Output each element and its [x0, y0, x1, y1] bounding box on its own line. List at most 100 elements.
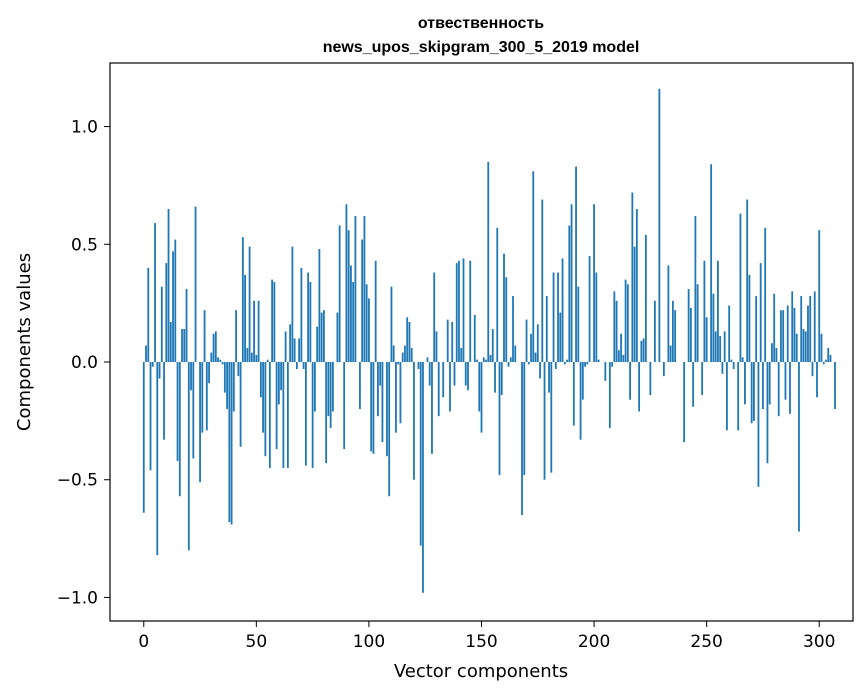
bar: [755, 296, 758, 363]
bar: [325, 362, 328, 464]
bar: [181, 329, 183, 363]
bar: [309, 281, 312, 363]
bar: [717, 260, 719, 363]
bar: [777, 362, 780, 417]
bar: [550, 362, 553, 473]
bar: [811, 362, 814, 377]
bar: [534, 352, 537, 363]
bar: [293, 338, 296, 363]
bar: [759, 263, 762, 363]
bar: [478, 362, 481, 412]
bar: [359, 362, 361, 410]
bar: [595, 272, 598, 363]
x-axis-label: Vector components: [394, 661, 568, 682]
bar: [332, 362, 334, 412]
bar: [748, 274, 751, 363]
bar: [629, 362, 631, 400]
bar: [395, 362, 397, 433]
bar: [714, 331, 717, 363]
bar: [622, 354, 625, 363]
bar: [608, 362, 611, 428]
bar: [361, 239, 364, 363]
bar: [744, 362, 746, 405]
bar: [327, 362, 330, 417]
bar: [352, 281, 355, 363]
bar: [626, 284, 629, 363]
bar: [730, 359, 733, 363]
bar: [593, 204, 595, 363]
bar: [507, 362, 510, 367]
bars-group: [142, 88, 836, 593]
bar: [176, 362, 179, 461]
bar: [262, 362, 264, 433]
bar: [653, 300, 656, 363]
bar: [232, 362, 235, 412]
bar: [257, 300, 260, 363]
bar: [329, 362, 332, 428]
bar: [771, 343, 773, 363]
bar: [248, 246, 251, 363]
bar: [559, 312, 562, 363]
bar: [798, 362, 800, 532]
bar: [363, 216, 366, 363]
bar: [246, 347, 249, 363]
y-tick-label: 0.5: [71, 235, 98, 255]
bar: [422, 362, 424, 593]
bar: [554, 362, 557, 370]
bar: [577, 286, 580, 363]
bar: [762, 362, 764, 410]
bar: [753, 362, 755, 421]
bar: [244, 274, 246, 363]
bar: [694, 216, 697, 363]
bar: [703, 260, 706, 363]
bar: [521, 362, 523, 516]
bar: [388, 362, 391, 497]
bar: [237, 362, 240, 377]
bar: [208, 362, 210, 384]
bar: [789, 362, 791, 414]
bar: [732, 362, 735, 370]
bar: [219, 359, 222, 363]
bar: [813, 291, 816, 363]
bar: [228, 362, 231, 523]
bar: [386, 362, 388, 457]
bar: [786, 305, 789, 363]
bar: [431, 362, 433, 454]
bar: [710, 164, 713, 363]
bar: [687, 289, 690, 363]
bar: [318, 249, 321, 363]
bar: [235, 310, 237, 363]
bar: [669, 345, 672, 363]
bar: [158, 362, 161, 379]
bar: [210, 352, 213, 363]
bar: [604, 362, 607, 381]
bar: [705, 317, 708, 363]
bar: [264, 362, 267, 457]
plot-frame: [109, 62, 854, 622]
bar: [662, 362, 665, 377]
bar: [433, 272, 436, 363]
bar: [476, 359, 478, 363]
bar: [370, 362, 373, 452]
bar: [807, 305, 809, 363]
bar: [701, 362, 704, 395]
y-axis-label: Components values: [14, 253, 35, 431]
bar: [365, 284, 368, 363]
bar: [552, 272, 555, 363]
bar: [259, 362, 262, 398]
bar: [160, 286, 163, 363]
bar: [277, 362, 280, 405]
chart-subtitle: news_upos_skipgram_300_5_2019 model: [323, 39, 640, 56]
bar: [523, 362, 526, 476]
bar: [530, 333, 532, 363]
bar: [575, 166, 577, 363]
bar: [199, 362, 201, 483]
bar: [563, 362, 566, 365]
bar: [726, 362, 728, 431]
bar: [413, 362, 415, 480]
bar: [390, 286, 393, 363]
bar: [696, 284, 699, 363]
bar: [572, 362, 575, 426]
bar: [825, 359, 827, 363]
